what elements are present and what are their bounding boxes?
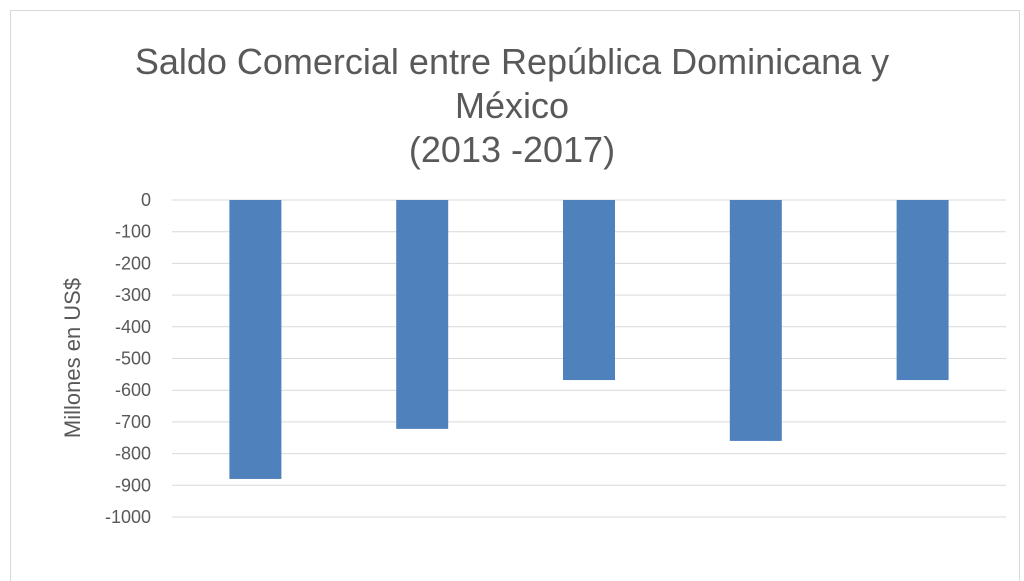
bar (229, 200, 282, 479)
y-tick-label: -600 (115, 380, 151, 400)
bar (563, 200, 615, 381)
chart-title-line-3: (2013 -2017) (408, 129, 616, 170)
y-tick-label: -500 (115, 349, 151, 369)
y-tick-label: 0 (141, 190, 151, 210)
y-tick-label: -400 (115, 317, 151, 337)
y-tick-label: -300 (115, 285, 151, 305)
y-tick-label: -200 (115, 253, 151, 273)
chart-title-line-2: México (454, 85, 570, 126)
y-tick-label: -100 (115, 222, 151, 242)
chart-title: Saldo Comercial entre República Dominica… (0, 40, 1024, 172)
bars (229, 200, 949, 479)
y-tick-label: -1000 (105, 507, 151, 527)
y-axis-ticks: 0 -100 -200 -300 -400 -500 -600 -700 -800 -900 -10… (105, 190, 151, 527)
y-axis-label: Millones en US$ (60, 278, 85, 438)
bar (396, 200, 449, 429)
chart-frame (10, 10, 1020, 581)
y-tick-label: -900 (115, 475, 151, 495)
y-tick-label: -800 (115, 444, 151, 464)
y-tick-label: -700 (115, 412, 151, 432)
bar (896, 200, 949, 381)
chart-title-line-1: Saldo Comercial entre República Dominica… (134, 41, 890, 82)
bar (729, 200, 782, 441)
